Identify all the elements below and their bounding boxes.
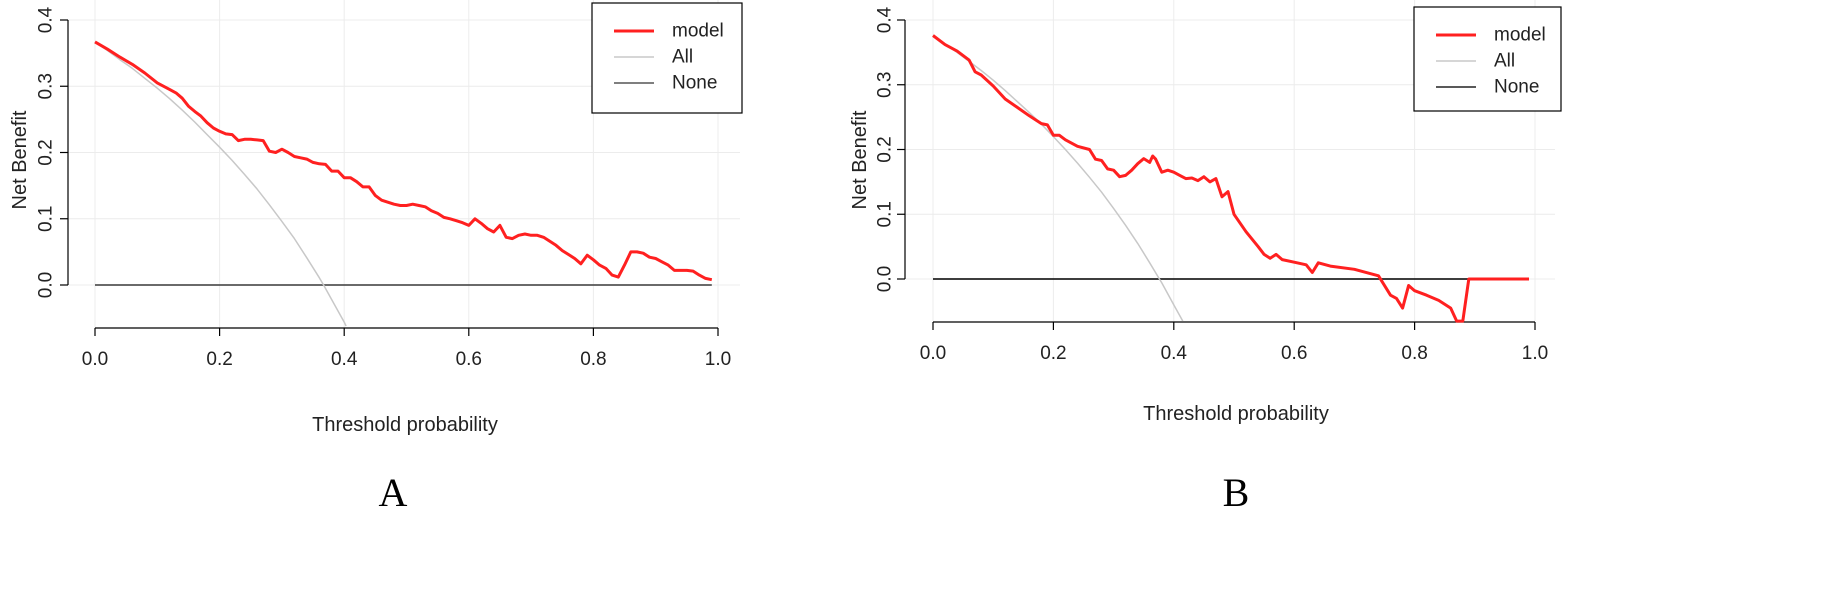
panel-label: A (379, 470, 408, 515)
legend: model All None (1413, 6, 1562, 112)
series-lines (932, 34, 1529, 323)
x-tick-label: 0.2 (206, 349, 232, 370)
legend-label-none: None (672, 73, 717, 94)
y-tick-label: 0.2 (36, 139, 57, 165)
x-tick-label: 0.0 (920, 343, 946, 364)
legend-label-all: All (672, 47, 693, 68)
legend-label-model: model (672, 21, 724, 42)
legend-label-all: All (1494, 51, 1515, 72)
y-tick-label: 0.4 (36, 6, 57, 33)
x-axis: 0.0 0.2 0.4 0.6 0.8 1.0 Threshold probability (920, 321, 1548, 425)
y-tick-label: 0.2 (875, 136, 896, 162)
x-tick-label: 0.8 (580, 349, 606, 370)
y-axis-label: Net Benefit (849, 110, 871, 209)
series-line-model (94, 40, 713, 282)
x-tick-label: 1.0 (1522, 343, 1548, 364)
x-axis-label: Threshold probability (312, 414, 498, 436)
series-line-all (94, 41, 347, 327)
y-axis: 0.0 0.1 0.2 0.3 0.4 Net Benefit (9, 6, 69, 298)
x-tick-label: 1.0 (705, 349, 731, 370)
y-axis-label: Net Benefit (9, 110, 31, 209)
x-tick-label: 0.4 (331, 349, 358, 370)
x-tick-label: 0.0 (82, 349, 108, 370)
y-tick-label: 0.0 (875, 266, 896, 292)
x-axis-label: Threshold probability (1143, 403, 1329, 425)
series-line-all (932, 34, 1184, 322)
x-tick-label: 0.4 (1161, 343, 1188, 364)
y-tick-label: 0.3 (875, 72, 896, 98)
y-tick-label: 0.0 (36, 272, 57, 298)
x-axis: 0.0 0.2 0.4 0.6 0.8 1.0 Threshold probability (82, 327, 731, 436)
series-lines (94, 40, 713, 327)
y-tick-label: 0.1 (36, 206, 57, 232)
y-tick-label: 0.4 (875, 6, 896, 33)
legend-box (591, 2, 743, 114)
y-tick-label: 0.3 (36, 73, 57, 99)
x-tick-label: 0.8 (1401, 343, 1427, 364)
legend-label-none: None (1494, 77, 1539, 98)
legend-label-model: model (1494, 25, 1546, 46)
legend-box (1413, 6, 1562, 112)
x-tick-label: 0.2 (1040, 343, 1066, 364)
x-tick-label: 0.6 (456, 349, 482, 370)
y-axis: 0.0 0.1 0.2 0.3 0.4 Net Benefit (849, 6, 906, 292)
panel-label: B (1223, 470, 1250, 515)
x-tick-label: 0.6 (1281, 343, 1307, 364)
legend: model All None (591, 2, 743, 114)
series-line-model (932, 34, 1529, 323)
y-tick-label: 0.1 (875, 201, 896, 227)
